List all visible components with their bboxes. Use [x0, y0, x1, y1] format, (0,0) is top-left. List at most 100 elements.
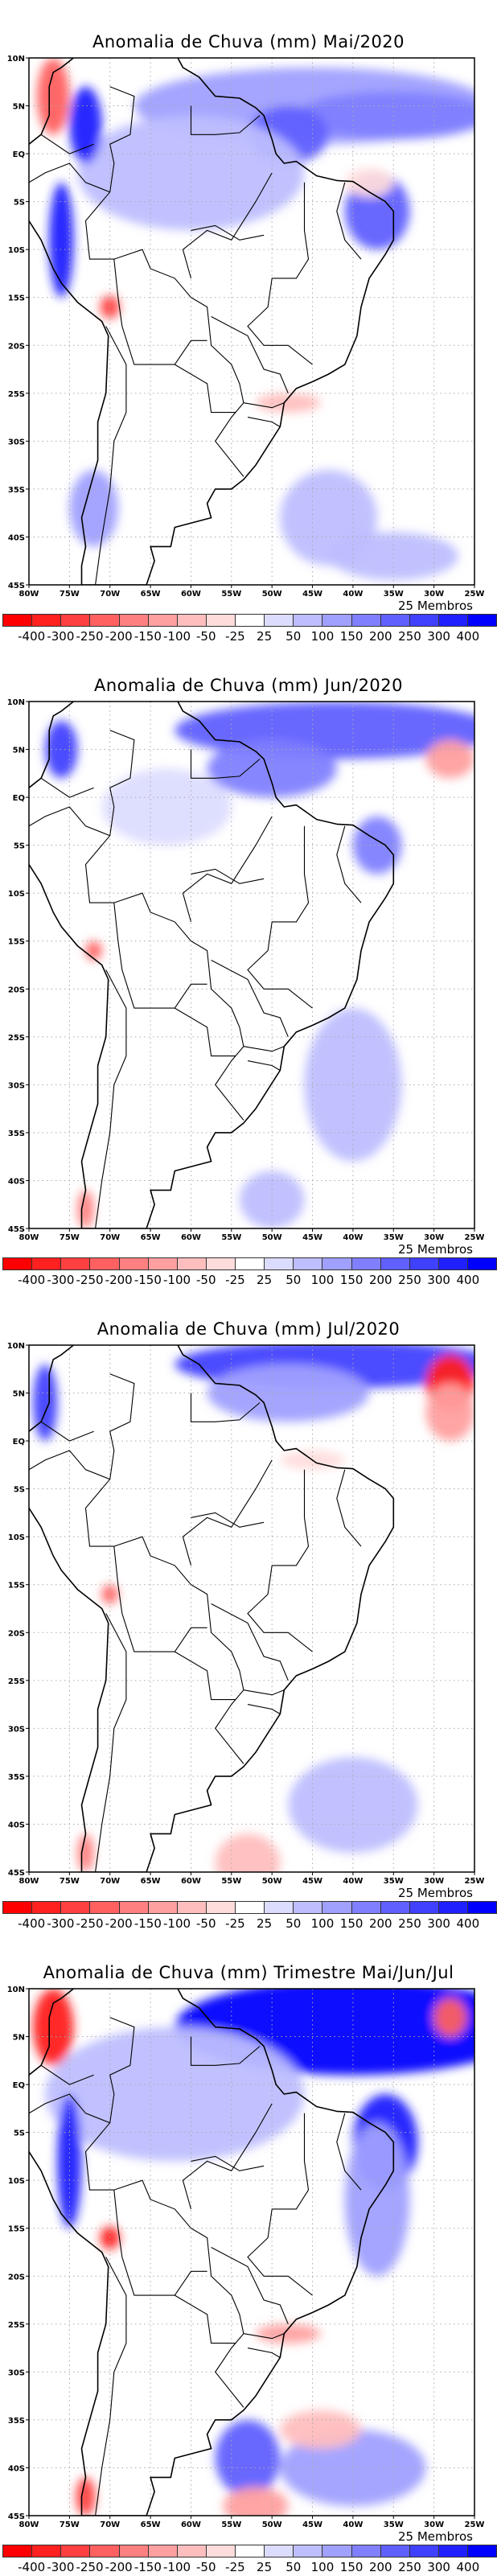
x-tick-label: 30W — [424, 590, 444, 599]
x-tick-label: 40W — [343, 1233, 363, 1242]
x-tick-label: 40W — [343, 1877, 363, 1886]
country-border — [211, 2247, 289, 2325]
anomaly-area — [296, 91, 474, 140]
y-tick-label: 15S — [8, 1582, 25, 1590]
colorbar-box — [409, 2545, 439, 2557]
x-tick-label: 50W — [262, 2520, 282, 2529]
colorbar-label: -25 — [225, 629, 245, 644]
x-tick-label: 35W — [384, 1233, 404, 1242]
anomaly-area — [223, 2487, 289, 2516]
colorbar-label: 300 — [427, 1916, 450, 1931]
y-tick-label: 5N — [13, 2034, 25, 2043]
colorbar-box — [32, 1902, 62, 1913]
colorbar-label: -400 — [18, 2560, 46, 2574]
y-tick-label: 40S — [8, 1821, 25, 1829]
x-tick-label: 55W — [221, 1233, 241, 1242]
x-tick-label: 30W — [424, 1233, 444, 1242]
y-tick-label: 20S — [8, 2273, 25, 2282]
y-tick-label: 45S — [8, 1225, 25, 1234]
colorbar-label: -100 — [163, 1273, 191, 1287]
country-border — [95, 2257, 127, 2516]
colorbar-box — [409, 1902, 439, 1913]
y-tick-label: 35S — [8, 486, 25, 495]
x-tick-label: 30W — [424, 1877, 444, 1886]
colorbar-box — [294, 1902, 323, 1913]
country-border — [182, 2103, 273, 2210]
colorbar-box — [3, 2545, 33, 2557]
colorbar-box — [322, 2545, 352, 2557]
colorbar-box — [119, 615, 149, 626]
colorbar-label: 50 — [285, 2560, 302, 2574]
colorbar-box — [351, 615, 381, 626]
colorbar-box — [438, 2545, 468, 2557]
colorbar-label: -100 — [163, 1916, 191, 1931]
country-border — [211, 1603, 289, 1681]
colorbar-labels: -400 -300 -250 -200 -150 -100 -50 -25 25 50 100 150… — [0, 1916, 497, 1932]
colorbar-label: 100 — [310, 1916, 335, 1931]
colorbar-box — [148, 1902, 178, 1913]
panel-title: Anomalia de Chuva (mm) Jun/2020 — [93, 676, 404, 695]
colorbar-label: -400 — [18, 1916, 46, 1931]
x-tick-label: 60W — [181, 1233, 201, 1242]
map-panel-jul: Anomalia de Chuva (mm) Jul/2020 10N 5N EQ 5S… — [0, 1287, 497, 1931]
country-border — [247, 2348, 281, 2358]
colorbar-labels: -400 -300 -250 -200 -150 -100 -50 -25 25 50 100 150… — [0, 1273, 497, 1289]
colorbar-box — [61, 1902, 91, 1913]
colorbar-label: -100 — [163, 629, 191, 644]
colorbar-box — [409, 615, 439, 626]
country-border — [190, 105, 261, 135]
colorbar-label: 150 — [339, 629, 364, 644]
colorbar-box — [322, 1902, 352, 1913]
anomaly-area — [45, 2027, 305, 2162]
country-border — [191, 224, 265, 241]
anomaly-area — [76, 2477, 96, 2516]
colorbar — [2, 1257, 497, 1270]
colorbar-box — [61, 2545, 91, 2557]
colorbar-box — [32, 615, 62, 626]
y-tick-label: 15S — [8, 294, 25, 303]
y-tick-label: 20S — [8, 986, 25, 994]
colorbar-label: 250 — [398, 1273, 421, 1287]
x-tick-label: 80W — [19, 1233, 39, 1242]
y-tick-label: 10S — [8, 246, 25, 255]
anomaly-area — [256, 393, 321, 413]
y-tick-label: 10N — [7, 1342, 25, 1351]
colorbar-box — [3, 1902, 33, 1913]
anomaly-area — [425, 739, 474, 779]
y-tick-label: 10N — [7, 1985, 25, 1994]
colorbar-label: 200 — [368, 1273, 392, 1287]
colorbar-label: -250 — [76, 1916, 104, 1931]
y-tick-label: 30S — [8, 1081, 25, 1090]
country-border — [29, 1450, 110, 1480]
colorbar-box — [438, 615, 468, 626]
y-tick-label: 40S — [8, 1177, 25, 1186]
y-tick-label: 35S — [8, 1130, 25, 1138]
map-panel-tri: Anomalia de Chuva (mm) Trimestre Mai/Jun… — [0, 1931, 497, 2574]
anomaly-area — [101, 768, 232, 846]
x-tick-label: 70W — [100, 590, 120, 599]
country-border — [243, 1689, 285, 1696]
y-tick-label: 10N — [7, 55, 25, 64]
anomaly-area — [69, 470, 118, 547]
x-tick-label: 45W — [302, 2520, 322, 2529]
colorbar-label: 400 — [456, 1916, 480, 1931]
colorbar-box — [468, 615, 497, 626]
x-tick-label: 25W — [465, 1233, 485, 1242]
colorbar-labels: -400 -300 -250 -200 -150 -100 -50 -25 25 50 100 150… — [0, 629, 497, 645]
country-border — [247, 417, 281, 427]
country-border — [191, 868, 265, 884]
y-tick-label: EQ — [13, 2081, 25, 2090]
colorbar-label: -50 — [195, 2560, 216, 2574]
country-border — [247, 182, 313, 365]
x-tick-label: 75W — [60, 1233, 80, 1242]
colorbar-box — [3, 615, 33, 626]
members-label: 25 Membros — [398, 1886, 473, 1900]
colorbar-label: 250 — [398, 629, 421, 644]
anomaly-area — [49, 182, 74, 298]
colorbar-box — [148, 615, 178, 626]
colorbar-box — [380, 2545, 410, 2557]
country-border — [243, 402, 285, 409]
colorbar-box — [265, 615, 294, 626]
colorbar-box — [90, 1902, 120, 1913]
map-panel-jun: Anomalia de Chuva (mm) Jun/2020 10N 5N EQ 5S… — [0, 644, 497, 1287]
